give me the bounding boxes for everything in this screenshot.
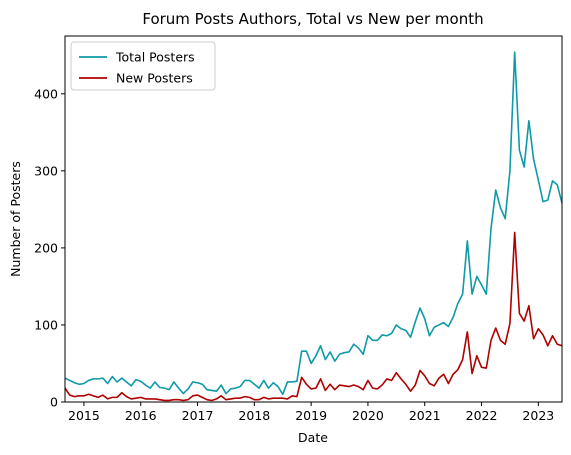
x-tick-label: 2022 (466, 408, 498, 423)
y-tick-label: 200 (34, 240, 58, 255)
y-tick-label: 100 (34, 317, 58, 332)
legend-label: New Posters (116, 71, 193, 86)
y-tick-label: 400 (34, 86, 58, 101)
y-tick-label: 300 (34, 163, 58, 178)
series-layer (64, 51, 563, 402)
x-axis-label: Date (298, 430, 328, 445)
x-tick-label: 2019 (295, 408, 327, 423)
x-tick-label: 2017 (182, 408, 214, 423)
y-axis: 0 100 200 300 400 (34, 86, 65, 410)
x-tick-label: 2020 (352, 408, 384, 423)
chart-title: Forum Posts Authors, Total vs New per mo… (142, 10, 483, 28)
x-tick-label: 2023 (522, 408, 554, 423)
y-axis-label: Number of Posters (8, 161, 23, 277)
x-tick-label: 2015 (68, 408, 100, 423)
legend-label: Total Posters (115, 50, 195, 65)
series-line-total-posters (64, 51, 563, 396)
series-line-new-posters (64, 231, 563, 402)
y-tick-label: 0 (50, 395, 58, 410)
x-tick-label: 2021 (409, 408, 441, 423)
legend: Total Posters New Posters (70, 41, 216, 91)
plot-frame (64, 35, 563, 403)
x-tick-label: 2018 (238, 408, 270, 423)
x-axis: 2015 2016 2017 2018 2019 2020 2021 2022 2023 (68, 402, 554, 423)
x-tick-label: 2016 (125, 408, 157, 423)
